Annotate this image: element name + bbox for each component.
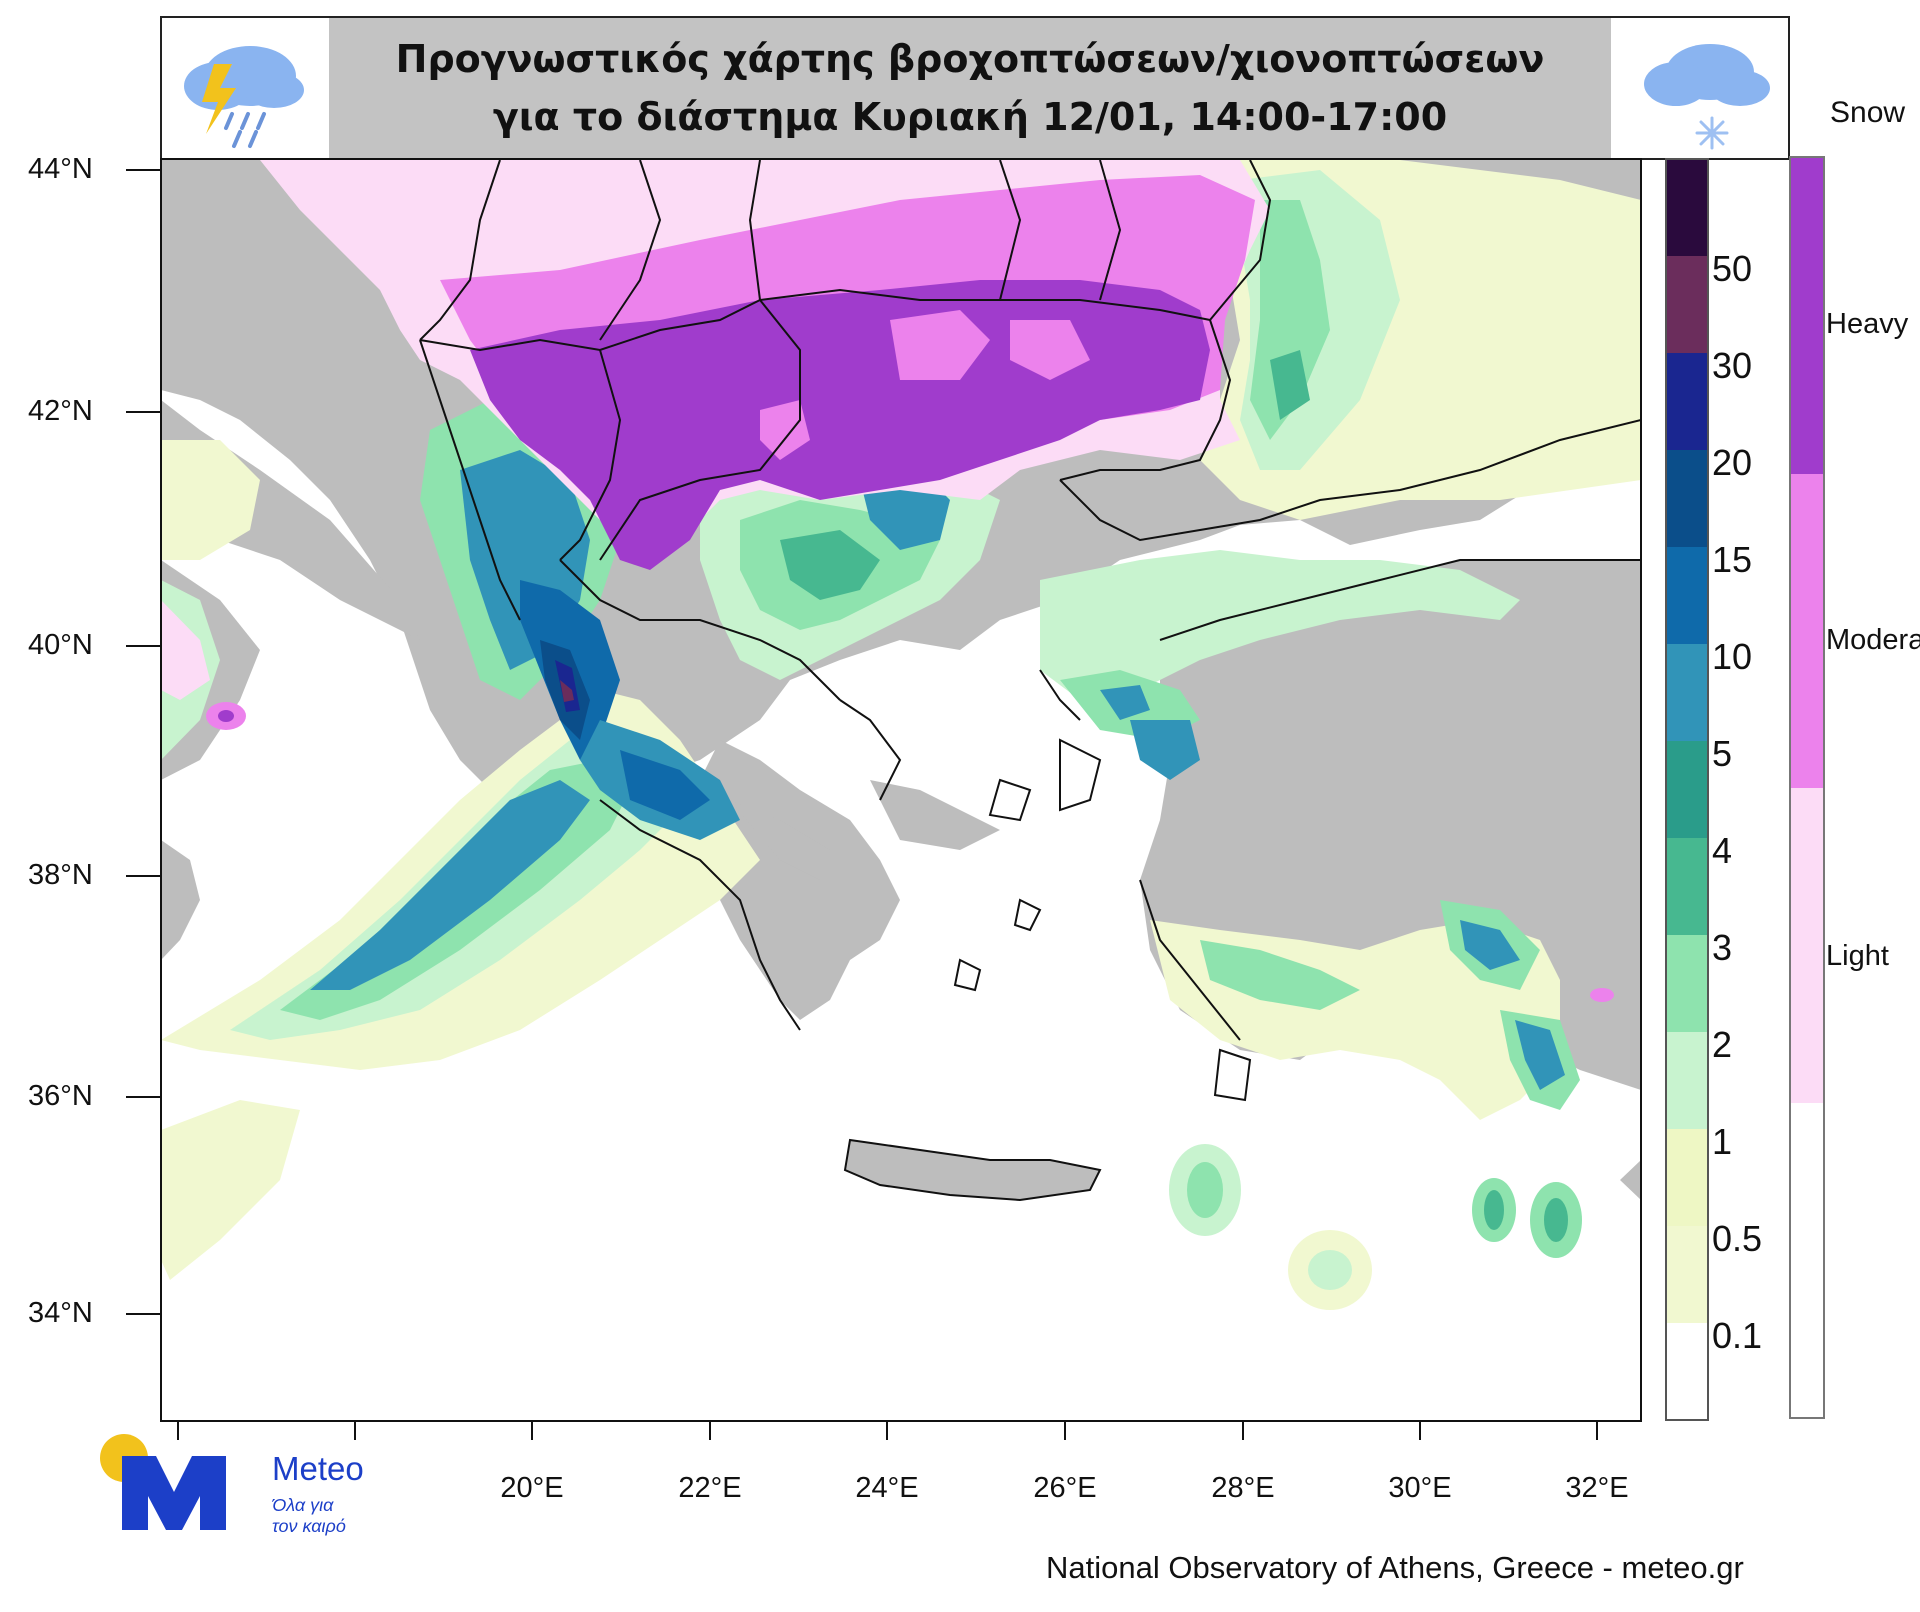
rain-legend-label: 5 (1712, 733, 1733, 774)
lon-label: 30°E (1388, 1472, 1452, 1504)
snow-legend (1789, 156, 1825, 1419)
map-header: Προγνωστικός χάρτης βροχοπτώσεων/χιονοπτ… (160, 16, 1790, 160)
rain-legend-label: 20 (1712, 442, 1753, 483)
meteo-logo (96, 1430, 396, 1560)
lon-label: 32°E (1565, 1472, 1629, 1504)
lon-label: 22°E (678, 1472, 742, 1504)
country-borders (419, 159, 1641, 1202)
rain-legend-swatch (1666, 159, 1708, 256)
rain-legend-label: 0.5 (1712, 1218, 1763, 1259)
snow-cloud-icon (1624, 18, 1784, 158)
precipitation-shading (161, 160, 1641, 1310)
map-title: Προγνωστικός χάρτης βροχοπτώσεων/χιονοπτ… (329, 18, 1611, 158)
rain-legend-label: 15 (1712, 539, 1753, 580)
rain-legend-label: 3 (1712, 927, 1733, 968)
axis-ticks (126, 169, 1598, 1440)
rain-legend-label: 2 (1712, 1024, 1733, 1065)
rain-legend-label: 4 (1712, 830, 1733, 871)
map-frame (160, 158, 1642, 1422)
rain-legend-swatch (1666, 741, 1708, 838)
lat-label: 36°N (28, 1080, 93, 1112)
lon-label: 28°E (1211, 1472, 1275, 1504)
rain-legend-label: 0.1 (1712, 1315, 1763, 1356)
rain-legend-swatch (1666, 1129, 1708, 1226)
rain-legend-label: 50 (1712, 248, 1753, 289)
rain-legend (1665, 158, 1709, 1421)
logo-brand: Meteo (272, 1450, 364, 1487)
map-area (161, 159, 1641, 1421)
title-line-1: Προγνωστικός χάρτης βροχοπτώσεων/χιονοπτ… (395, 37, 1545, 81)
lat-label: 44°N (28, 153, 93, 185)
logo-tagline: Όλα για τον καιρό (272, 1495, 346, 1536)
lat-label: 34°N (28, 1297, 93, 1329)
rain-legend-label: 30 (1712, 345, 1753, 386)
title-line-2: για το διάστημα Κυριακή 12/01, 14:00-17:… (492, 95, 1448, 139)
rain-legend-swatch (1666, 1226, 1708, 1323)
snow-legend-label-heavy: Heavy (1826, 308, 1909, 340)
rain-legend-swatch (1666, 256, 1708, 353)
rain-legend-swatch (1666, 450, 1708, 547)
snow-legend-swatch (1790, 1103, 1824, 1418)
rain-legend-swatch (1666, 353, 1708, 450)
lon-label: 20°E (500, 1472, 564, 1504)
lat-label: 40°N (28, 629, 93, 661)
rain-legend-swatch (1666, 1032, 1708, 1129)
snow-legend-swatch (1790, 474, 1824, 788)
snow-legend-label-light: Light (1826, 940, 1889, 972)
snow-legend-title: Snow (1830, 96, 1906, 129)
lon-label: 26°E (1033, 1472, 1097, 1504)
snow-legend-swatch (1790, 157, 1824, 474)
snow-legend-label-moderate: Moderate (1826, 624, 1920, 656)
lon-label: 24°E (855, 1472, 919, 1504)
lat-label: 42°N (28, 395, 93, 427)
lat-label: 38°N (28, 859, 93, 891)
thunderstorm-rain-icon (162, 18, 322, 158)
rain-legend-swatch (1666, 547, 1708, 644)
rain-legend-swatch (1666, 644, 1708, 741)
rain-legend-swatch (1666, 838, 1708, 935)
rain-legend-label: 10 (1712, 636, 1753, 677)
credit-text: National Observatory of Athens, Greece -… (1046, 1550, 1744, 1585)
rain-legend-label: 1 (1712, 1121, 1733, 1162)
rain-legend-swatch (1666, 1323, 1708, 1420)
snow-legend-swatch (1790, 788, 1824, 1103)
rain-legend-swatch (1666, 935, 1708, 1032)
